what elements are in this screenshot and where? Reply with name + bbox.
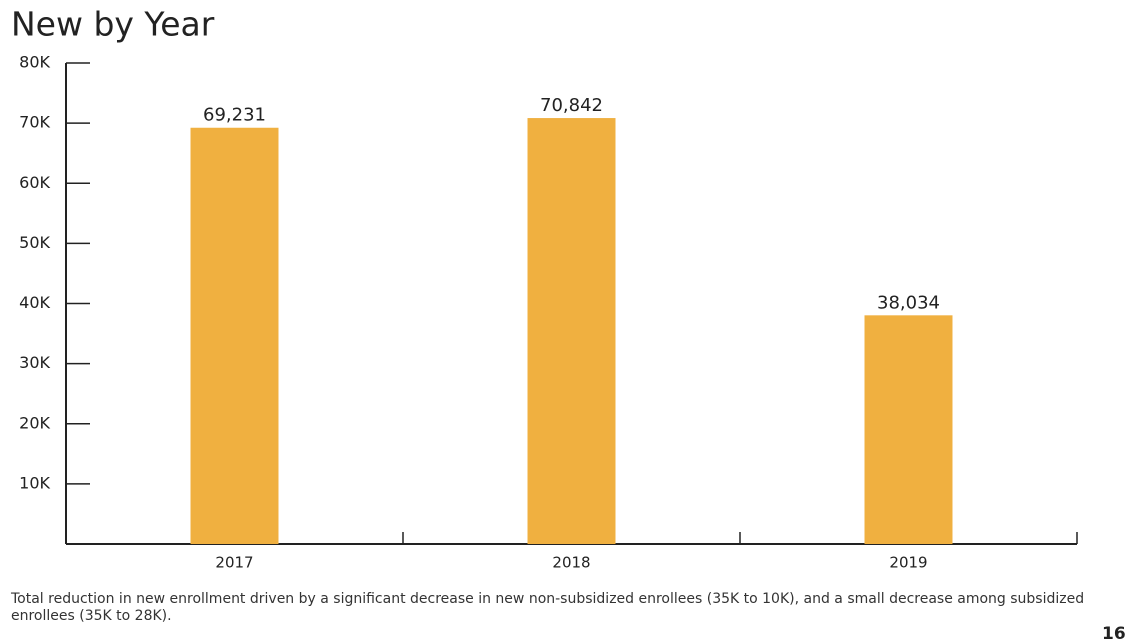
page-number: 16: [1102, 624, 1126, 644]
x-tick-label: 2018: [552, 554, 590, 572]
bar: [864, 315, 953, 544]
chart: New by Year 10K 20K 30K 40K 50K 60K 70K 80K 2017…: [11, 5, 1078, 572]
y-tick-label: 10K: [19, 473, 50, 492]
value-label: 38,034: [877, 292, 940, 313]
y-tick-label: 70K: [19, 113, 50, 132]
chart-title: New by Year: [11, 5, 215, 44]
x-tick-label: 2019: [889, 554, 927, 572]
x-tick-label: 2017: [215, 554, 253, 572]
y-tick-label: 20K: [19, 413, 50, 432]
y-tick-label: 60K: [19, 173, 50, 192]
footnote: Total reduction in new enrollment driven…: [11, 591, 1085, 624]
bar: [190, 127, 279, 545]
value-label: 69,231: [203, 105, 266, 126]
y-tick-label: 50K: [19, 233, 50, 252]
value-label: 70,842: [540, 95, 603, 116]
bar: [527, 118, 616, 545]
y-tick-label: 40K: [19, 293, 50, 312]
y-tick-label: 30K: [19, 353, 50, 372]
y-tick-label: 80K: [19, 53, 50, 72]
